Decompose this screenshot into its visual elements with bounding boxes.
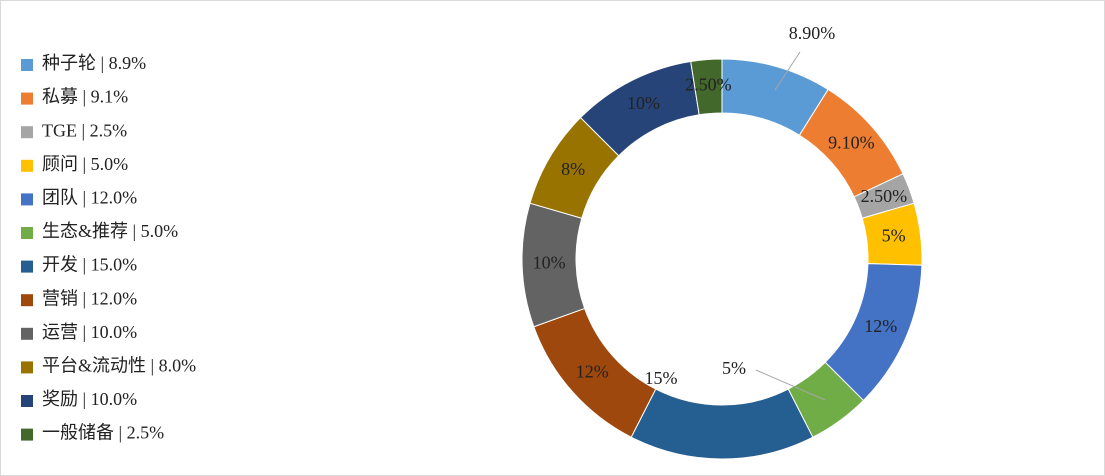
legend-label: 生态&推荐 | 5.0% (42, 221, 178, 241)
data-label: 12% (576, 362, 609, 382)
legend-swatch (21, 126, 33, 139)
data-label: 5% (722, 358, 746, 378)
legend-label: 一般储备 | 2.5% (42, 423, 164, 443)
data-label: 12% (864, 316, 897, 336)
legend-swatch (21, 59, 33, 71)
data-label: 2.50% (861, 186, 908, 206)
leader-line (774, 51, 801, 91)
legend-swatch (21, 193, 33, 206)
legend-label: 种子轮 | 8.9% (42, 53, 146, 73)
data-label: 10% (627, 93, 660, 113)
data-label: 8.90% (789, 23, 836, 43)
data-label: 15% (645, 368, 678, 388)
legend-label: 顾问 | 5.0% (42, 154, 128, 174)
legend-label: 私募 | 9.1% (42, 87, 128, 107)
data-label: 8% (561, 159, 585, 179)
legend-swatch (21, 361, 33, 374)
legend-label: 营销 | 12.0% (42, 288, 137, 308)
legend-label: 开发 | 15.0% (42, 255, 137, 275)
legend-label: 平台&流动性 | 8.0% (42, 356, 196, 376)
doughnut-slice (690, 58, 723, 116)
legend-label: 运营 | 10.0% (42, 322, 137, 342)
leader-line (755, 369, 826, 401)
data-label: 9.10% (828, 132, 875, 152)
data-label: 2.50% (685, 75, 732, 95)
legend-label: 团队 | 12.0% (42, 188, 137, 208)
legend-swatch (21, 92, 33, 105)
legend-label: TGE | 2.5% (42, 120, 127, 140)
legend-label: 奖励 | 10.0% (42, 389, 137, 409)
legend-swatch (21, 428, 33, 441)
data-label: 10% (533, 253, 566, 273)
data-label: 5% (882, 225, 906, 245)
legend-swatch (21, 395, 33, 407)
legend-swatch (21, 294, 33, 307)
legend-swatch (21, 327, 33, 340)
legend-swatch (21, 227, 33, 239)
legend-swatch (21, 159, 33, 172)
legend-swatch (21, 260, 33, 273)
